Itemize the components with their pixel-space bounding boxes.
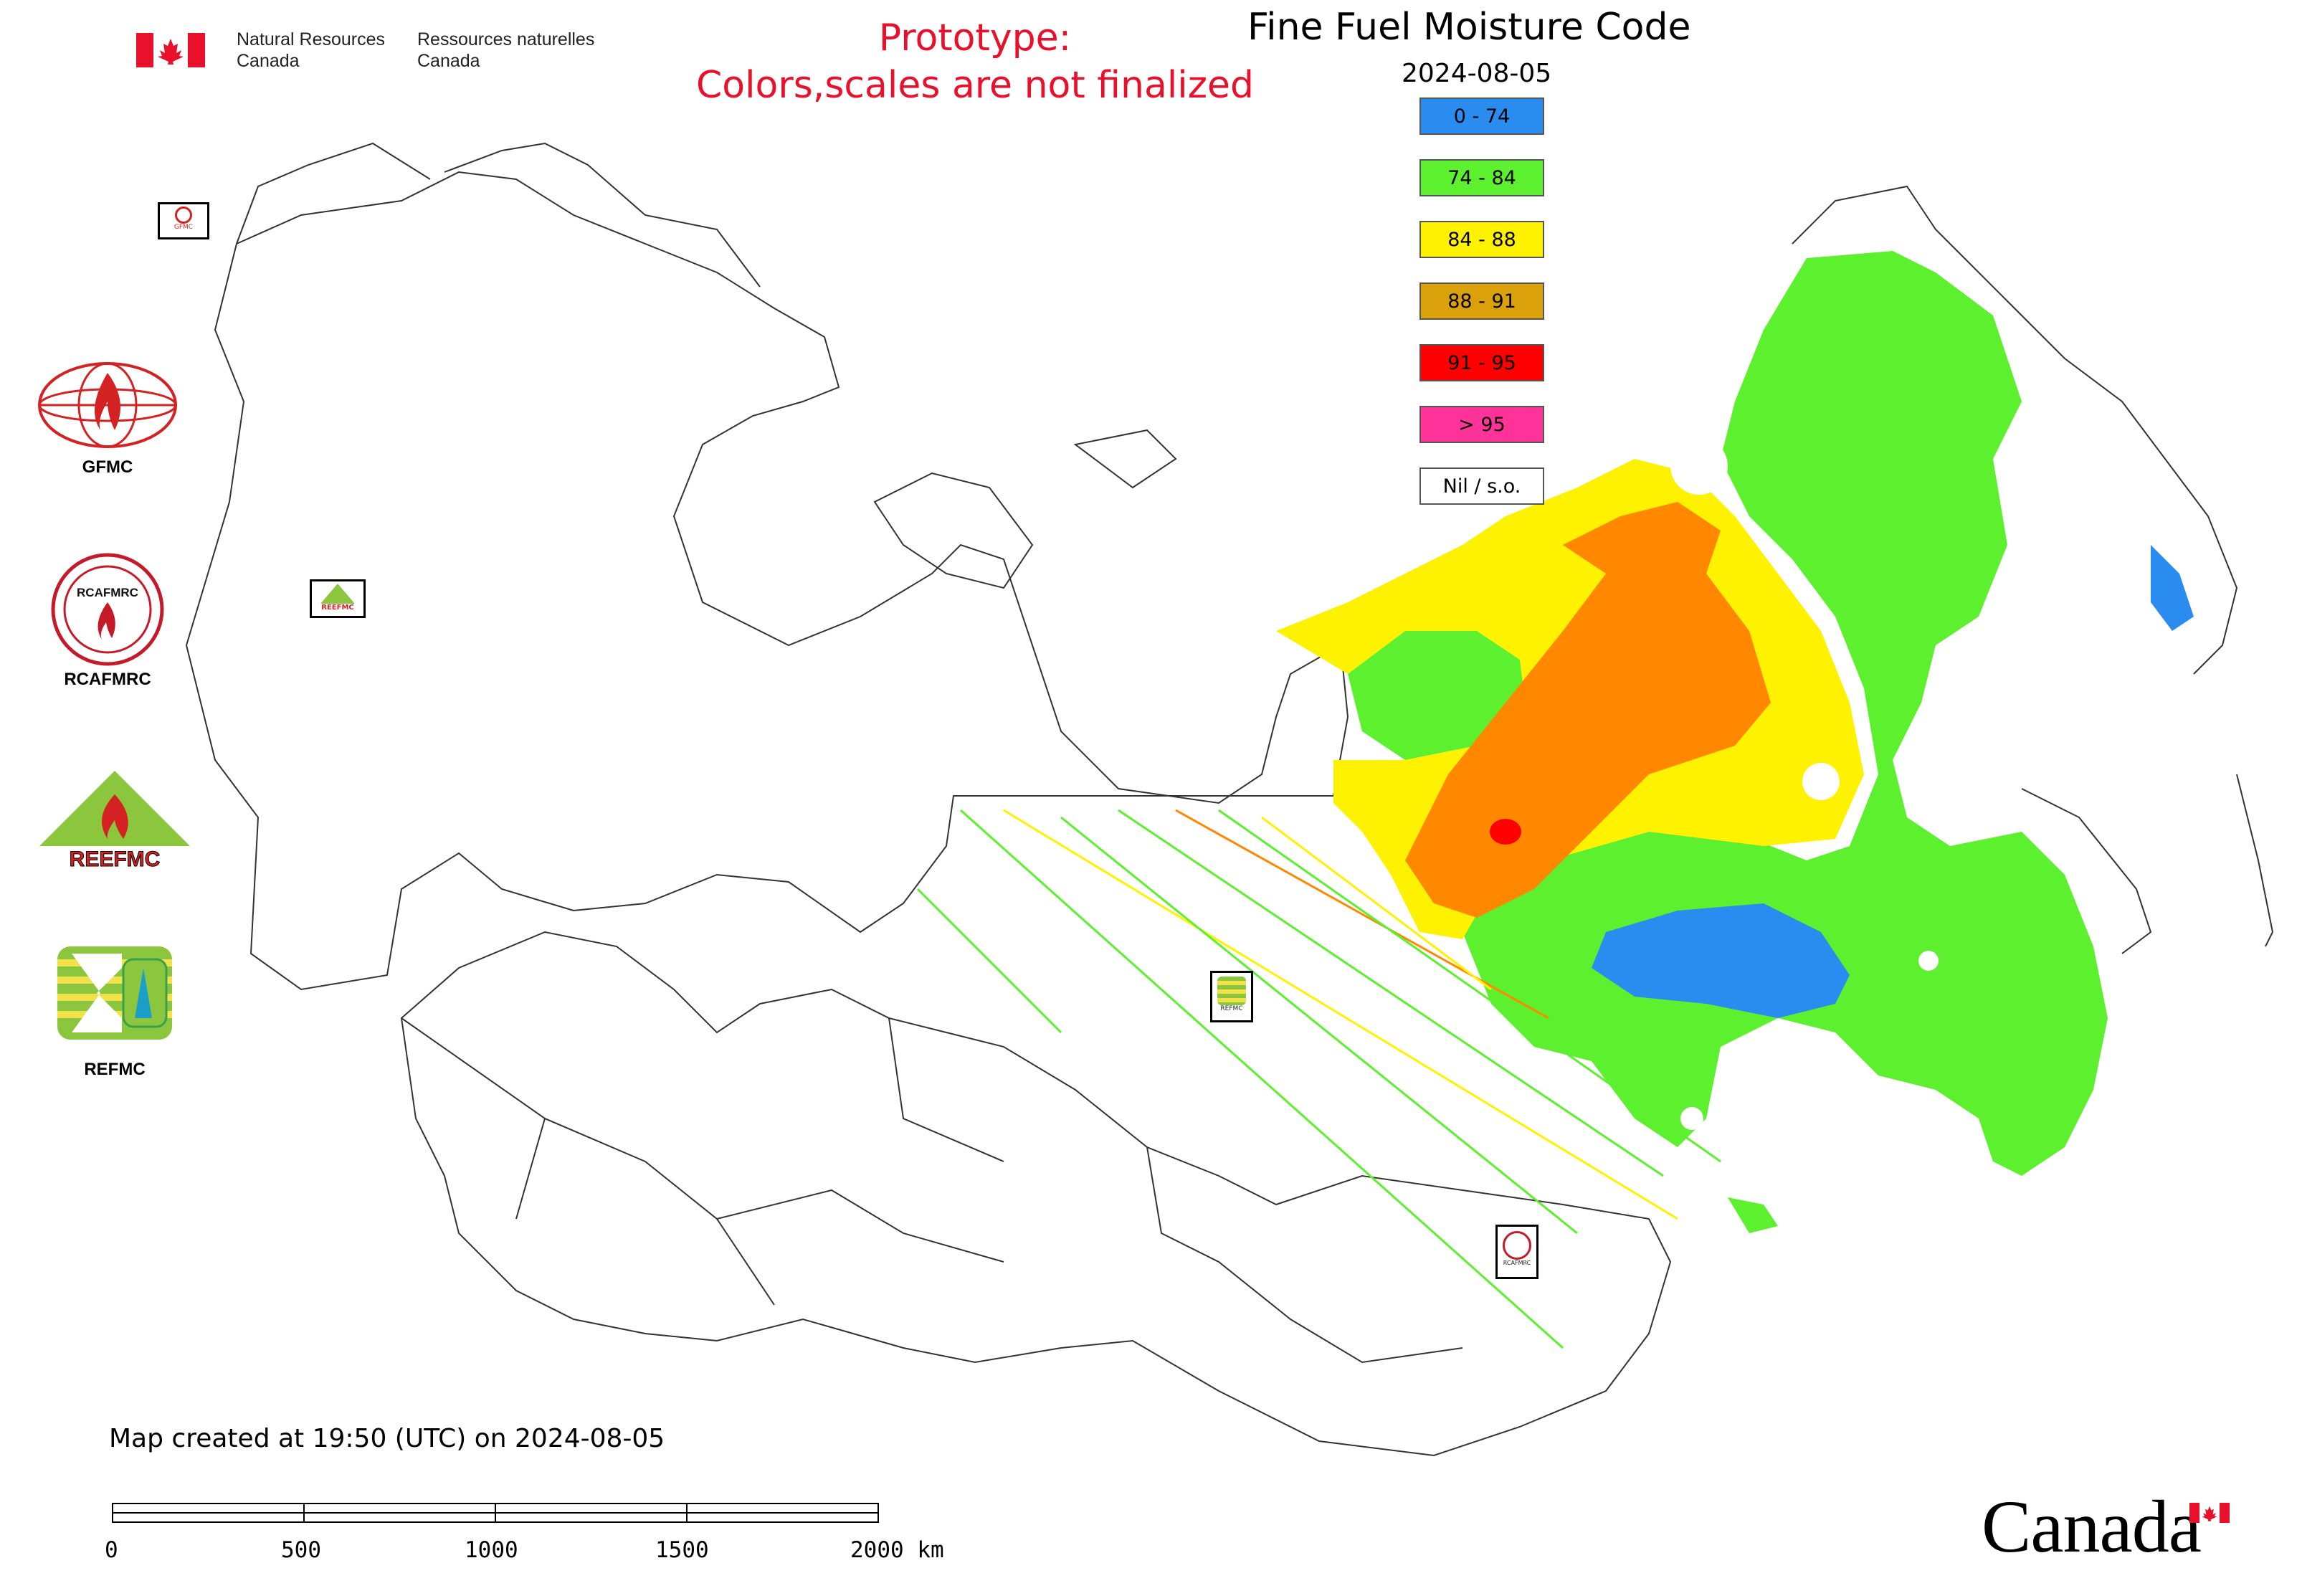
western-region-outline	[185, 171, 1349, 991]
logo-rcafmrc: RCAFMRC RCAFMRC	[36, 552, 179, 689]
scale-bar	[112, 1503, 879, 1531]
canada-flag-icon	[136, 33, 205, 67]
legend-item-91-95: 91 - 95	[1419, 344, 1544, 381]
prototype-notice: Prototype: Colors,scales are not finaliz…	[674, 14, 1276, 109]
logo-refmc: REFMC	[57, 946, 201, 1090]
nil-spot	[1680, 1107, 1703, 1130]
scale-tick-500: 500	[281, 1537, 321, 1563]
rcafmrc-seal-text: RCAFMRC	[77, 586, 138, 599]
southern-region-outline	[400, 931, 1672, 1457]
dept-en-line2: Canada	[237, 51, 300, 71]
canada-wordmark-flag-icon	[2189, 1503, 2230, 1523]
fill-91-95	[1490, 819, 1521, 845]
logo-gfmc: GFMC	[36, 358, 179, 480]
nil-spot	[1802, 763, 1840, 800]
logo-reefmc: REEFMC	[36, 767, 194, 875]
fill-88-91-north	[1563, 502, 1721, 574]
marker-rcafmrc[interactable]: RCAFMRC	[1495, 1225, 1538, 1279]
gc-signature: Natural Resources Canada Ressources natu…	[136, 29, 602, 79]
streaks	[916, 809, 1721, 1349]
dept-fr-line1: Ressources naturelles	[417, 29, 595, 49]
marker-refmc-icon	[1217, 977, 1246, 1005]
nil-spot	[1670, 437, 1728, 495]
fill-0-74-east	[2151, 545, 2194, 631]
legend-item-gt-95: > 95	[1419, 406, 1544, 443]
marker-gfmc-text: GFMC	[173, 224, 194, 231]
fill-74-84-west	[1348, 631, 1527, 760]
reefmc-logo-text: REEFMC	[70, 847, 161, 871]
small-island	[1728, 1197, 1778, 1233]
marker-reefmc[interactable]: REEFMC	[310, 579, 366, 618]
fwi-raster	[916, 251, 2194, 1349]
scale-tick-1500: 1500	[655, 1537, 709, 1563]
refmc-sigma-icon	[57, 946, 172, 1040]
scale-tick-0: 0	[105, 1537, 118, 1563]
arctic-islands	[873, 429, 1177, 589]
legend-item-84-88: 84 - 88	[1419, 221, 1544, 258]
marker-gfmc-icon	[175, 206, 192, 224]
map-date: 2024-08-05	[1402, 59, 1552, 88]
canada-wordmark: Canada	[1982, 1484, 2240, 1577]
legend-item-0-74: 0 - 74	[1419, 98, 1544, 135]
legend-item-nil: Nil / s.o.	[1419, 467, 1544, 505]
scale-tick-1000: 1000	[465, 1537, 518, 1563]
rcafmrc-seal-icon: RCAFMRC	[51, 553, 164, 666]
admin-boundaries	[185, 142, 1672, 1457]
canada-wordmark-text: Canada	[1982, 1486, 2202, 1568]
marker-gfmc[interactable]: GFMC	[158, 202, 209, 239]
map-created-note: Map created at 19:50 (UTC) on 2024-08-05	[109, 1424, 665, 1453]
legend-item-74-84: 74 - 84	[1419, 159, 1544, 196]
fill-0-74-south	[1592, 903, 1850, 1018]
marker-rcafmrc-text: RCAFMRC	[1503, 1260, 1531, 1266]
prototype-line2: Colors,scales are not finalized	[695, 64, 1255, 107]
marker-reefmc-text: REEFMC	[321, 604, 354, 612]
inner-boundaries	[401, 1017, 1463, 1364]
dept-en-line1: Natural Resources	[237, 29, 386, 49]
nil-spot	[1918, 951, 1939, 971]
gfmc-label: GFMC	[82, 457, 133, 477]
gfmc-globe-icon	[38, 362, 177, 448]
northwest-coast	[236, 142, 761, 288]
marker-refmc[interactable]: REFMC	[1210, 971, 1253, 1022]
marker-rcafmrc-icon	[1503, 1231, 1531, 1260]
refmc-label: REFMC	[84, 1060, 146, 1079]
dept-fr-line2: Canada	[417, 51, 480, 71]
eastern-coast	[1792, 185, 2274, 954]
scale-bar-graphic	[112, 1503, 879, 1523]
marker-reefmc-icon	[320, 584, 355, 604]
legend-item-88-91: 88 - 91	[1419, 282, 1544, 320]
scale-tick-2000: 2000 km	[850, 1537, 944, 1563]
reefmc-triangle-icon: REEFMC	[39, 771, 190, 872]
prototype-line1: Prototype:	[878, 16, 1072, 60]
rcafmrc-label: RCAFMRC	[64, 670, 151, 689]
map-title: Fine Fuel Moisture Code	[1247, 6, 1691, 49]
marker-refmc-text: REFMC	[1220, 1005, 1243, 1012]
